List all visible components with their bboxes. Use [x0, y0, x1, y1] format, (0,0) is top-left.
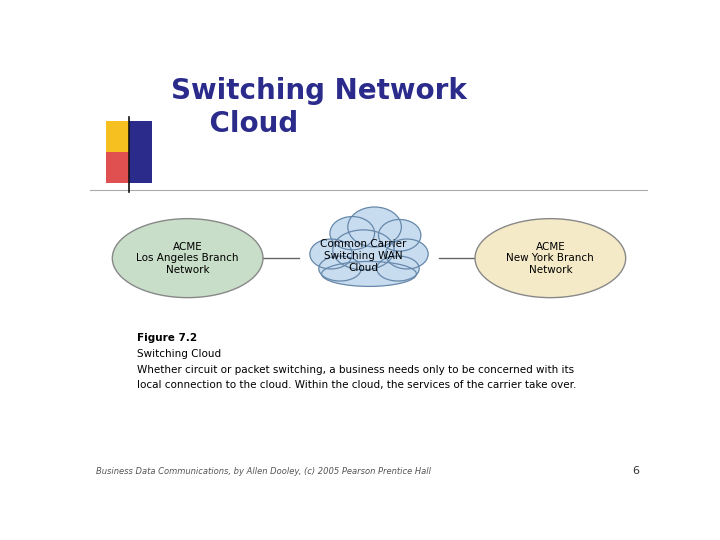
Ellipse shape: [386, 239, 428, 269]
Bar: [129, 121, 153, 183]
Text: Business Data Communications, by Allen Dooley, (c) 2005 Pearson Prentice Hall: Business Data Communications, by Allen D…: [96, 467, 431, 476]
Ellipse shape: [334, 231, 393, 269]
Ellipse shape: [322, 261, 416, 286]
Text: ACME
New York Branch
Network: ACME New York Branch Network: [506, 241, 594, 275]
Text: ACME
Los Angeles Branch
Network: ACME Los Angeles Branch Network: [136, 241, 239, 275]
Bar: [106, 121, 129, 152]
Ellipse shape: [379, 219, 421, 251]
Ellipse shape: [112, 219, 263, 298]
Ellipse shape: [311, 240, 351, 268]
Text: Switching Cloud: Switching Cloud: [138, 349, 222, 359]
Ellipse shape: [319, 256, 361, 281]
Ellipse shape: [330, 217, 374, 250]
Ellipse shape: [319, 256, 361, 281]
Ellipse shape: [379, 220, 420, 250]
Ellipse shape: [320, 257, 360, 280]
Ellipse shape: [310, 239, 352, 269]
Ellipse shape: [348, 207, 401, 247]
Text: local connection to the cloud. Within the cloud, the services of the carrier tak: local connection to the cloud. Within th…: [138, 380, 577, 390]
Ellipse shape: [349, 208, 400, 246]
Ellipse shape: [475, 219, 626, 298]
Text: Switching Network
    Cloud: Switching Network Cloud: [171, 77, 467, 138]
Ellipse shape: [331, 218, 374, 249]
Ellipse shape: [379, 219, 421, 251]
Text: 6: 6: [633, 465, 639, 476]
Ellipse shape: [323, 262, 415, 286]
Ellipse shape: [322, 261, 416, 286]
Text: Common Carrier
Switching WAN
Cloud: Common Carrier Switching WAN Cloud: [320, 239, 407, 273]
Ellipse shape: [386, 239, 428, 269]
Ellipse shape: [378, 257, 418, 280]
Ellipse shape: [330, 217, 374, 250]
Ellipse shape: [387, 240, 427, 268]
Ellipse shape: [310, 239, 352, 269]
Ellipse shape: [377, 256, 419, 281]
Ellipse shape: [377, 256, 419, 281]
Ellipse shape: [348, 207, 401, 247]
Text: Whether circuit or packet switching, a business needs only to be concerned with : Whether circuit or packet switching, a b…: [138, 364, 575, 375]
Ellipse shape: [333, 230, 394, 270]
Bar: [106, 152, 129, 183]
Text: Figure 7.2: Figure 7.2: [138, 333, 197, 343]
Ellipse shape: [333, 230, 394, 270]
